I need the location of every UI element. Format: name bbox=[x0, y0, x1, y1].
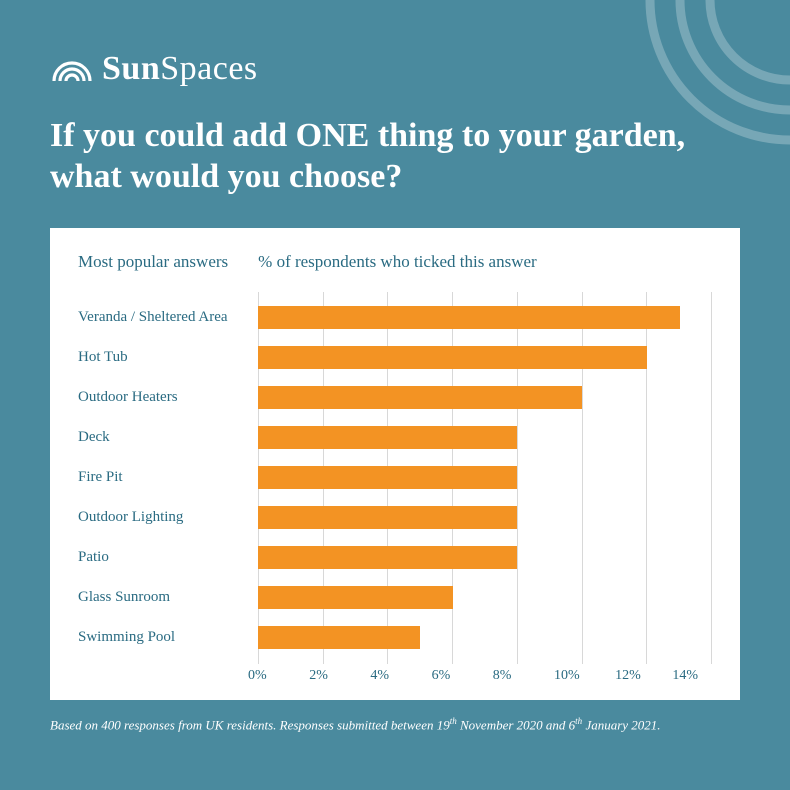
bar bbox=[258, 506, 517, 529]
bar-label: Outdoor Lighting bbox=[78, 498, 258, 538]
bar bbox=[258, 626, 420, 649]
brand-name-bold: Sun bbox=[102, 50, 160, 87]
footnote-sup1: th bbox=[450, 716, 457, 726]
headline: If you could add ONE thing to your garde… bbox=[50, 116, 740, 198]
footnote-suffix: January 2021. bbox=[582, 717, 660, 732]
bar-row bbox=[258, 378, 712, 418]
x-tick: 10% bbox=[554, 668, 615, 684]
bar-label: Hot Tub bbox=[78, 338, 258, 378]
x-tick: 4% bbox=[370, 668, 431, 684]
footnote: Based on 400 responses from UK residents… bbox=[50, 716, 740, 733]
bar bbox=[258, 346, 647, 369]
bars bbox=[258, 298, 712, 658]
brand-name: SunSpaces bbox=[102, 50, 258, 88]
chart-header: Most popular answers % of respondents wh… bbox=[78, 252, 712, 272]
bar-label: Fire Pit bbox=[78, 458, 258, 498]
bar-row bbox=[258, 418, 712, 458]
x-tick: 8% bbox=[493, 668, 554, 684]
bar-row bbox=[258, 498, 712, 538]
x-tick: 0% bbox=[248, 668, 309, 684]
bar-label: Deck bbox=[78, 418, 258, 458]
bar bbox=[258, 546, 517, 569]
bar-row bbox=[258, 458, 712, 498]
infographic-container: SunSpaces If you could add ONE thing to … bbox=[0, 0, 790, 790]
bar-row bbox=[258, 578, 712, 618]
sunspaces-arcs-icon bbox=[50, 55, 94, 83]
chart-header-left: Most popular answers bbox=[78, 252, 228, 272]
brand-logo: SunSpaces bbox=[50, 50, 740, 88]
x-tick: 14% bbox=[672, 668, 698, 684]
bar-label: Patio bbox=[78, 538, 258, 578]
x-tick: 12% bbox=[615, 668, 676, 684]
bar bbox=[258, 466, 517, 489]
y-axis-labels: Veranda / Sheltered AreaHot TubOutdoor H… bbox=[78, 292, 258, 664]
bar-label: Glass Sunroom bbox=[78, 578, 258, 618]
chart-card: Most popular answers % of respondents wh… bbox=[50, 228, 740, 700]
bar bbox=[258, 586, 453, 609]
brand-name-light: Spaces bbox=[160, 50, 257, 87]
x-tick: 6% bbox=[432, 668, 493, 684]
bar-label: Outdoor Heaters bbox=[78, 378, 258, 418]
bar-row bbox=[258, 538, 712, 578]
bar-row bbox=[258, 338, 712, 378]
bar-row bbox=[258, 618, 712, 658]
bar bbox=[258, 426, 517, 449]
bar-row bbox=[258, 298, 712, 338]
chart-area: Veranda / Sheltered AreaHot TubOutdoor H… bbox=[78, 292, 712, 664]
bar bbox=[258, 386, 582, 409]
x-tick: 2% bbox=[309, 668, 370, 684]
footnote-prefix: Based on 400 responses from UK residents… bbox=[50, 717, 450, 732]
plot-area bbox=[258, 292, 712, 664]
x-axis: 0%2%4%6%8%10%12%14% bbox=[258, 668, 712, 684]
bar-label: Swimming Pool bbox=[78, 618, 258, 658]
bar bbox=[258, 306, 680, 329]
bar-label: Veranda / Sheltered Area bbox=[78, 298, 258, 338]
footnote-mid: November 2020 and 6 bbox=[457, 717, 575, 732]
chart-header-right: % of respondents who ticked this answer bbox=[258, 252, 537, 272]
